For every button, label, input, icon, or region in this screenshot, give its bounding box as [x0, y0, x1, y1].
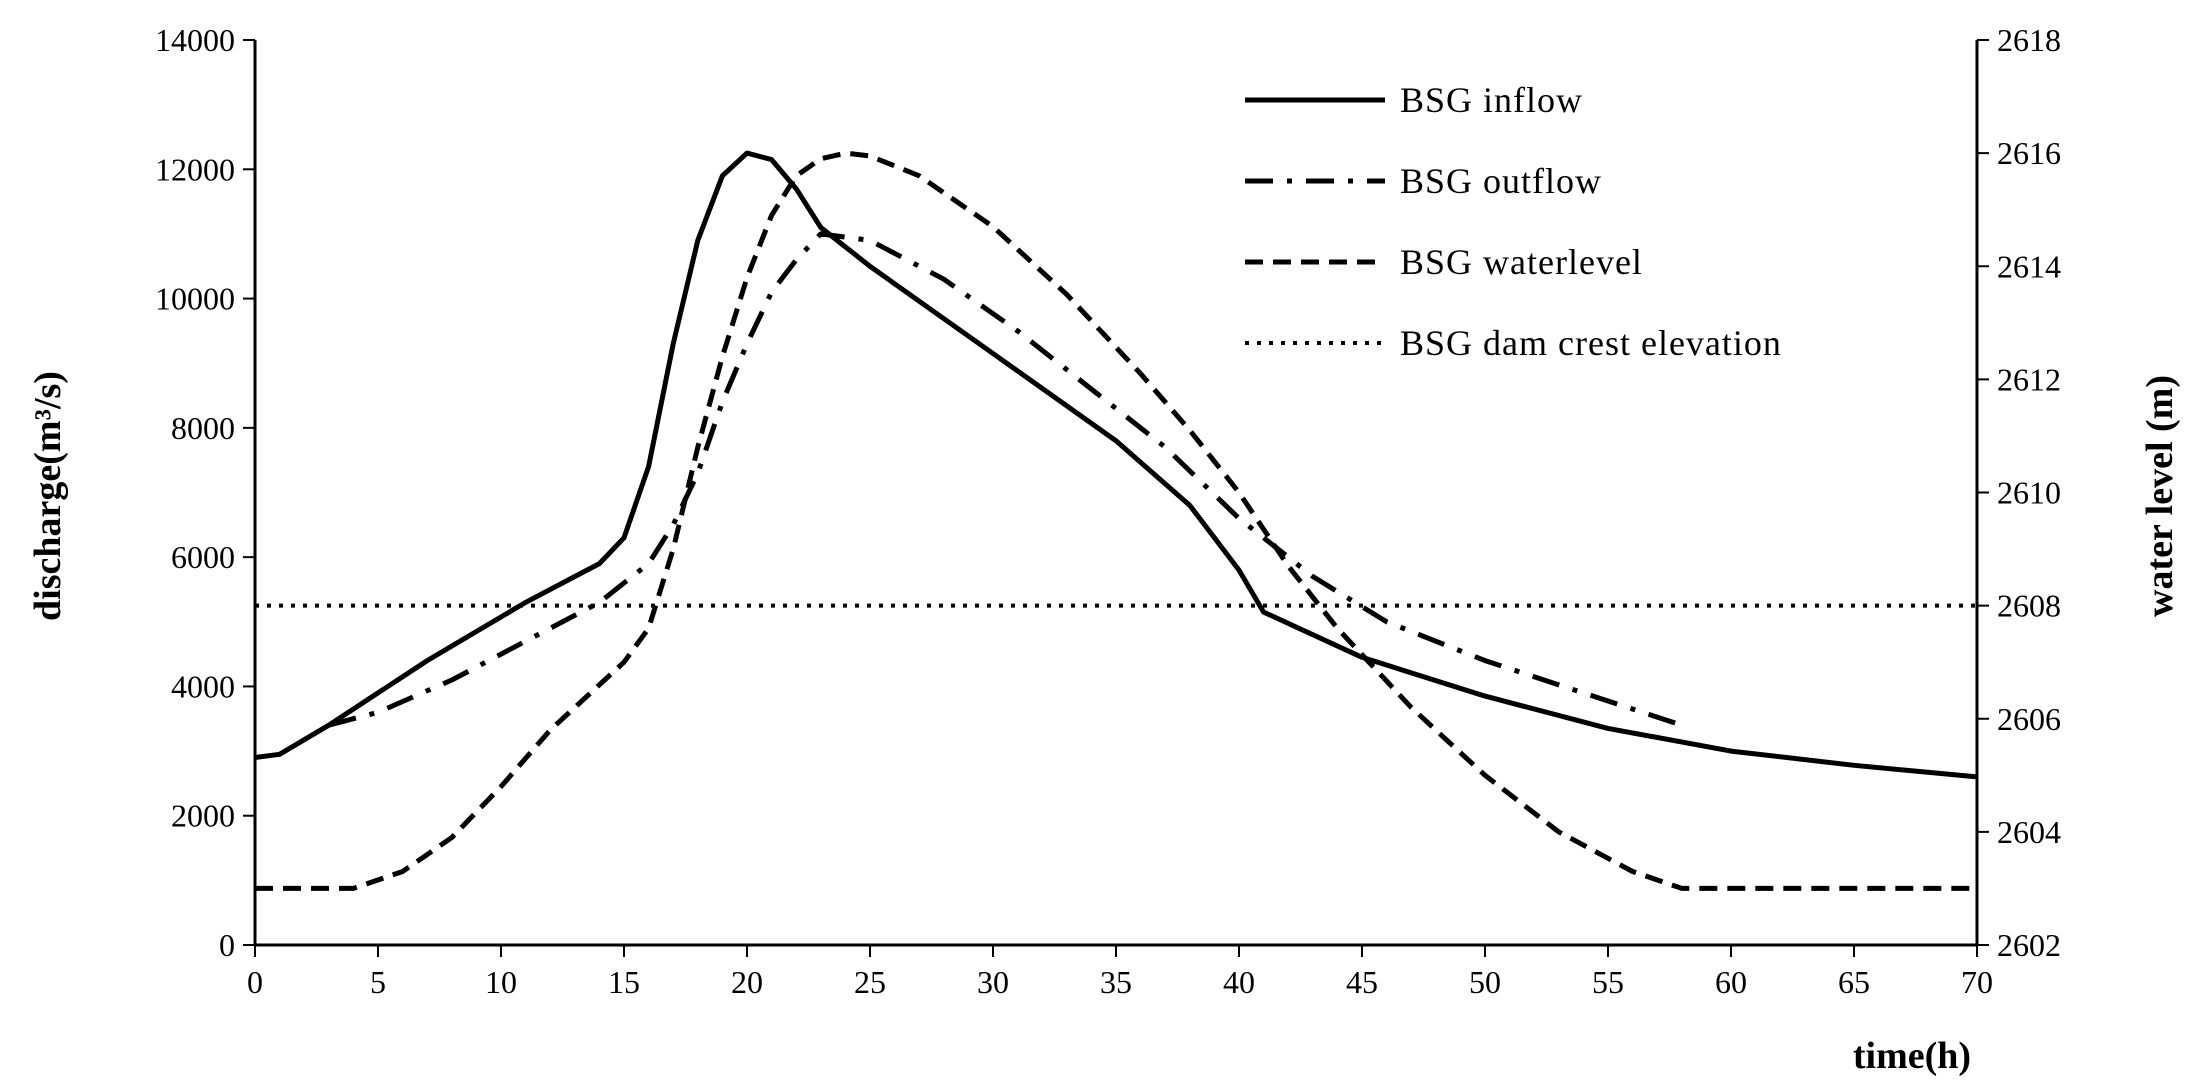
x-tick-label: 65 — [1838, 964, 1870, 1000]
x-tick-label: 30 — [977, 964, 1009, 1000]
y-tick-label-right: 2604 — [1997, 814, 2061, 850]
y-tick-label-left: 4000 — [171, 668, 235, 704]
series-line-bsg-outflow — [328, 231, 1683, 728]
y-tick-label-left: 14000 — [155, 22, 235, 58]
x-tick-label: 60 — [1715, 964, 1747, 1000]
x-axis-label: time(h) — [1853, 1035, 1971, 1077]
x-tick-label: 40 — [1223, 964, 1255, 1000]
y-tick-label-left: 6000 — [171, 539, 235, 575]
y-axis-label-right: water level (m) — [2139, 375, 2181, 617]
x-tick-label: 5 — [370, 964, 386, 1000]
legend-label-bsg-waterlevel: BSG waterlevel — [1400, 242, 1643, 282]
series-line-bsg-waterlevel — [255, 150, 1977, 891]
y-tick-label-right: 2612 — [1997, 361, 2061, 397]
x-tick-label: 25 — [854, 964, 886, 1000]
legend-label-bsg-inflow: BSG inflow — [1400, 80, 1583, 120]
legend-label-bsg-dam-crest-elevation: BSG dam crest elevation — [1400, 323, 1782, 363]
y-tick-label-left: 0 — [219, 927, 235, 963]
y-tick-label-left: 2000 — [171, 798, 235, 834]
legend: BSG inflow BSG outflow BSG waterlevel BSG d… — [1245, 80, 1782, 363]
y-tick-label-right: 2602 — [1997, 927, 2061, 963]
y-tick-label-left: 12000 — [155, 151, 235, 187]
x-tick-label: 70 — [1961, 964, 1993, 1000]
y-tick-label-right: 2608 — [1997, 588, 2061, 624]
y-tick-label-left: 10000 — [155, 281, 235, 317]
axes — [243, 39, 1989, 957]
x-tick-label: 20 — [731, 964, 763, 1000]
y-tick-label-right: 2610 — [1997, 475, 2061, 511]
y-tick-label-right: 2616 — [1997, 135, 2061, 171]
y-tick-label-right: 2606 — [1997, 701, 2061, 737]
x-tick-label: 50 — [1469, 964, 1501, 1000]
series-line-bsg-inflow — [254, 150, 1978, 780]
y-tick-label-right: 2618 — [1997, 22, 2061, 58]
y-axis-label-left: discharge(m³/s) — [27, 371, 69, 621]
tick-labels: 0 5 10 15 20 25 30 35 40 45 50 55 60 65 70 0 2000 4000 600… — [155, 22, 2061, 1000]
x-tick-label: 15 — [608, 964, 640, 1000]
x-tick-label: 55 — [1592, 964, 1624, 1000]
x-tick-label: 10 — [485, 964, 517, 1000]
y-tick-label-right: 2614 — [1997, 248, 2061, 284]
y-tick-label-left: 8000 — [171, 410, 235, 446]
plot-area — [254, 150, 1978, 891]
x-tick-label: 0 — [247, 964, 263, 1000]
x-tick-label: 45 — [1346, 964, 1378, 1000]
x-tick-label: 35 — [1100, 964, 1132, 1000]
legend-label-bsg-outflow: BSG outflow — [1400, 161, 1602, 201]
